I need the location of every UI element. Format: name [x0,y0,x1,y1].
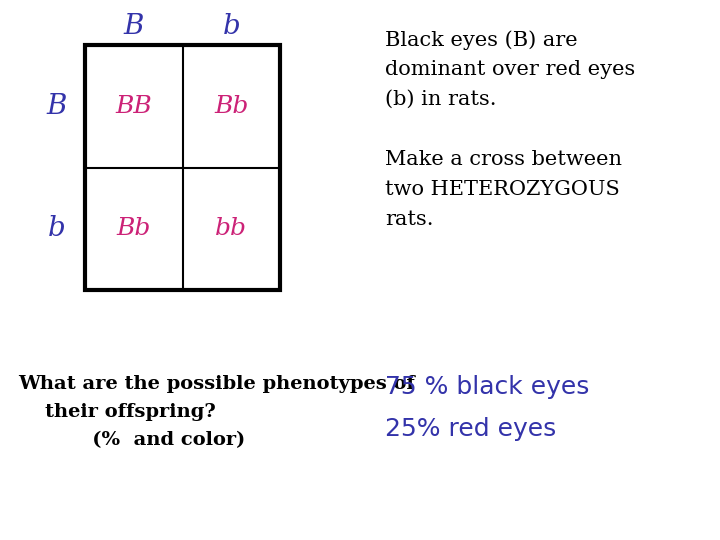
Text: b: b [222,14,240,40]
Text: 25% red eyes: 25% red eyes [385,417,557,441]
Text: B: B [124,14,144,40]
Text: b: b [48,215,66,242]
Text: two HETEROZYGOUS: two HETEROZYGOUS [385,180,620,199]
Text: 75 % black eyes: 75 % black eyes [385,375,590,399]
Text: their offspring?: their offspring? [18,403,216,421]
Text: (%  and color): (% and color) [18,431,246,449]
Text: bb: bb [215,217,247,240]
Text: Black eyes (B) are: Black eyes (B) are [385,30,577,50]
Text: (b) in rats.: (b) in rats. [385,90,497,109]
Text: What are the possible phenotypes of: What are the possible phenotypes of [18,375,415,393]
Text: BB: BB [115,94,152,118]
Text: dominant over red eyes: dominant over red eyes [385,60,635,79]
Bar [85,45,280,290]
Text: rats.: rats. [385,210,433,229]
Text: B: B [47,93,67,120]
Text: Make a cross between: Make a cross between [385,150,622,169]
Text: Bb: Bb [117,217,151,240]
Text: Bb: Bb [214,94,248,118]
